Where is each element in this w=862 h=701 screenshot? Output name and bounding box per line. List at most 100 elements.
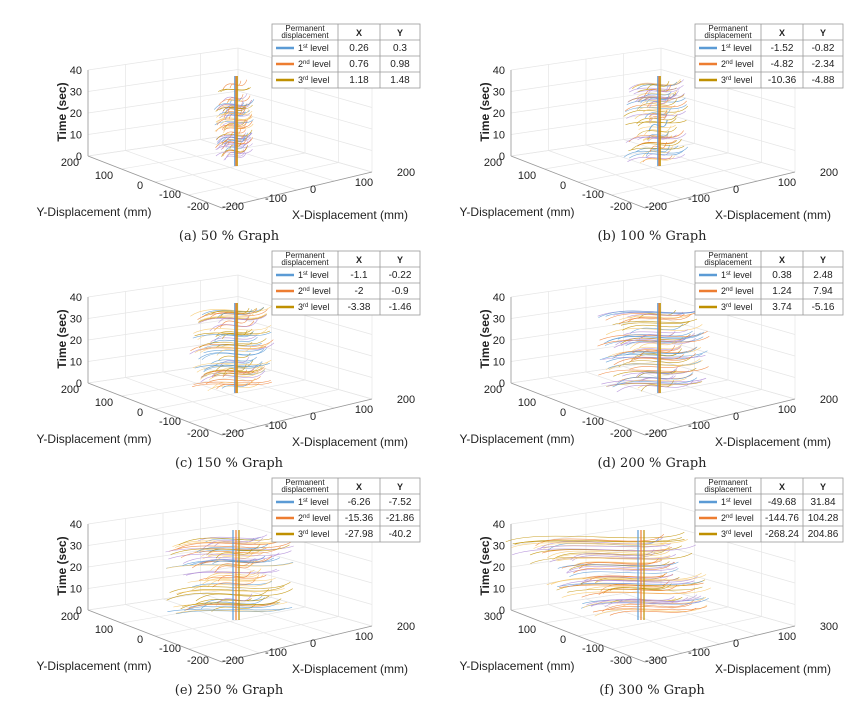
z-tick-label: 10 [70,357,82,369]
z-tick-label: 40 [493,65,505,77]
legend-value-y: -2.34 [812,59,835,70]
trajectory-trace [574,559,662,566]
x-tick-label: -200 [222,428,244,440]
panel-e: 0 10 20 30 40 200 100 0 -100 -200 -200 -100 0 100 200 T… [37,477,421,698]
legend-header-label: Permanent [708,251,748,260]
legend-value-y: 104.28 [808,513,839,524]
x-tick-label: 0 [733,184,739,196]
legend-header-x: X [356,255,362,265]
legend-value-y: -40.2 [389,529,412,540]
y-tick-label: 200 [484,384,502,396]
legend-level-label: 3rd level [721,75,752,85]
y-tick-label: 0 [560,180,566,192]
y-axis-line [510,382,646,436]
trajectory-trace [625,120,687,126]
trajectory-trace [602,583,672,594]
x-tick-label: -200 [222,201,244,213]
y-tick-label: -100 [582,416,604,428]
legend-value-x: 0.38 [772,270,792,281]
y-tick-label: 200 [61,157,79,169]
trajectory-trace [557,580,704,587]
y-tick-label: 200 [61,611,79,623]
x-tick-label: -300 [645,655,667,667]
trajectory-trace [627,154,686,162]
x-tick-label: 0 [733,638,739,650]
x-tick-label: 0 [733,411,739,423]
panel-caption: (f) 300 % Graph [599,683,705,698]
trajectory-trace [604,596,689,608]
y-tick-label: 200 [484,157,502,169]
z-tick-label: 20 [493,108,505,120]
legend-level-label: 1st level [298,497,329,507]
trajectory-trace [553,548,668,560]
trajectory-trace [533,539,672,549]
trajectory-trace [166,588,293,601]
trajectory-trace [559,576,698,587]
trajectory-trace [617,596,675,603]
legend-value-x: -3.38 [348,302,371,313]
legend-level-label: 2nd level [298,286,331,296]
z-tick-label: 40 [70,65,82,77]
y-tick-label: -100 [159,416,181,428]
y-tick-label: 200 [61,384,79,396]
legend-value-x: 1.24 [772,286,792,297]
legend-value-y: -21.86 [386,513,415,524]
trajectory-trace [552,550,670,560]
x-tick-label: 0 [310,638,316,650]
x-axis-label: X-Displacement (mm) [292,435,408,449]
y-tick-label: -100 [582,643,604,655]
x-axis-line [644,398,796,436]
legend-level-label: 2nd level [298,59,331,69]
trajectory-trace [638,139,676,146]
y-axis-label: Y-Displacement (mm) [460,659,575,673]
legend-header-x: X [356,28,362,38]
legend-value-y: 31.84 [810,497,835,508]
trajectory-trace [505,531,685,543]
legend-header-label: Permanent [285,24,325,33]
y-tick-label: -200 [187,201,209,213]
legend-header-label: Permanent [285,251,325,260]
legend-header-y: Y [397,28,403,38]
legend-value-y: 2.48 [813,270,833,281]
panel-c: 0 10 20 30 40 200 100 0 -100 -200 -200 -100 0 100 200 T… [37,250,421,471]
legend-level-label: 2nd level [721,513,754,523]
legend-value-y: -1.46 [389,302,412,313]
legend-level-label: 3rd level [298,529,329,539]
trajectory-trace [207,551,259,557]
trajectory-trace [210,356,257,365]
y-tick-label: 0 [137,180,143,192]
trajectory-trace [600,579,671,592]
legend-value-x: 0.76 [349,59,369,70]
y-axis-line [510,155,646,209]
trajectory-trace [529,545,682,556]
legend-value-y: -5.16 [812,302,835,313]
panel-d: 0 10 20 30 40 200 100 0 -100 -200 -200 -100 0 100 200 T… [460,250,844,471]
x-tick-label: -200 [222,655,244,667]
y-tick-label: 0 [560,407,566,419]
x-tick-label: 100 [778,631,796,643]
legend-value-y: -0.82 [812,43,835,54]
trajectory-trace [195,595,270,605]
x-tick-label: 100 [355,404,373,416]
panel-b: 0 10 20 30 40 200 100 0 -100 -200 -200 -100 0 100 200 T… [460,23,844,244]
z-axis-label: Time (sec) [478,82,492,141]
trajectory-trace [182,552,280,564]
trajectory-trace [579,557,659,570]
trajectory-trace [182,557,281,566]
y-tick-label: -200 [610,428,632,440]
x-tick-label: 0 [310,184,316,196]
legend-level-label: 3rd level [721,302,752,312]
legend-level-label: 3rd level [298,75,329,85]
y-tick-label: 100 [518,624,536,636]
y-tick-label: -100 [159,189,181,201]
trajectory-trace [198,575,267,581]
legend-header-label: displacement [704,31,752,40]
trajectory-trace [581,588,696,598]
y-tick-label: 100 [518,170,536,182]
trajectory-trace [214,119,254,126]
trajectory-trace [592,606,708,613]
trajectory-trace [609,585,666,591]
